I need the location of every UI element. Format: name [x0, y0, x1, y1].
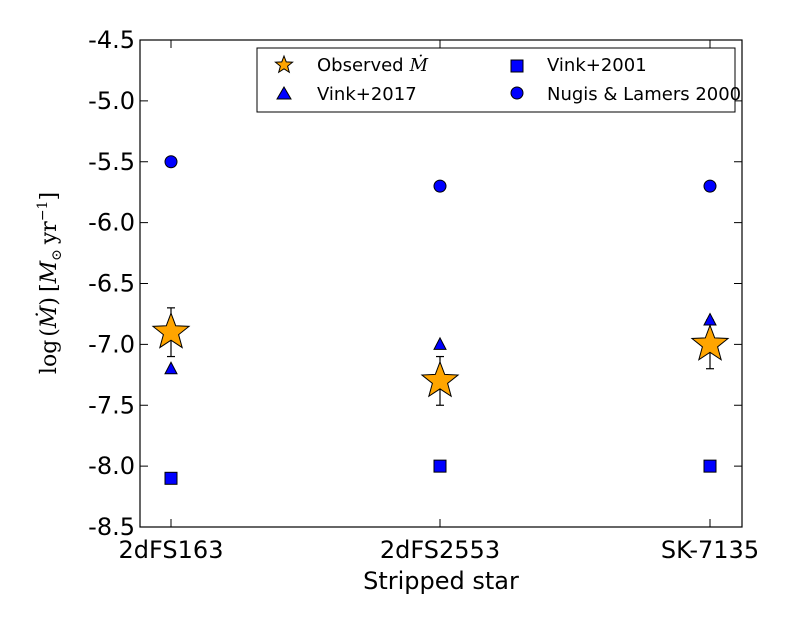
plot-frame [139, 39, 743, 528]
triangle-point [433, 336, 447, 350]
legend-entry-vink2001: Vink+2001 [510, 55, 647, 76]
axis-ticks: -4.5-5.0-5.5-6.0-6.5-7.0-7.5-8.0-8.52dFS… [88, 26, 759, 564]
square-point [433, 459, 447, 473]
ylabel-yr: yr [37, 221, 62, 245]
y-tick-label: -8.0 [88, 452, 135, 480]
ylabel-bracket-close: ] [37, 192, 62, 201]
data-markers [151, 155, 730, 485]
y-tick-label: -5.5 [88, 148, 135, 176]
legend-square-marker [510, 59, 524, 73]
legend-label-vink2001: Vink+2001 [547, 55, 647, 76]
y-tick-label: -7.5 [88, 391, 135, 419]
y-tick-label: -5.0 [88, 87, 135, 115]
triangle-point [164, 361, 178, 375]
y-tick-label: -7.0 [88, 330, 135, 358]
legend-label-observed: Observed [317, 55, 404, 76]
ylabel-msun: M [37, 260, 62, 284]
legend-entry-observed: Observed Ṁ [274, 53, 429, 76]
ylabel-exponent: −1 [35, 201, 51, 222]
circle-point [164, 155, 178, 169]
legend-label-nugis: Nugis & Lamers 2000 [547, 84, 741, 105]
error-bars [167, 307, 714, 406]
triangle-point [703, 312, 717, 326]
legend-circle-marker [510, 86, 524, 100]
legend-label-vink2017: Vink+2017 [317, 84, 417, 105]
y-axis-title: log (Ṁ) [M⊙ yr−1] [35, 192, 65, 374]
square-point [703, 459, 717, 473]
legend-frame [256, 47, 736, 113]
x-axis-title: Stripped star [363, 567, 519, 595]
y-tick-label: -6.5 [88, 270, 135, 298]
square-point [164, 471, 178, 485]
ylabel-close: ) [37, 297, 62, 306]
ylabel-mdot: Ṁ [35, 305, 62, 329]
legend-entry-nugis: Nugis & Lamers 2000 [510, 84, 741, 105]
x-tick-label: 2dFS2553 [380, 536, 500, 564]
legend-entry-vink2017: Vink+2017 [276, 84, 417, 105]
y-tick-label: -8.5 [88, 513, 135, 541]
svg-text:log(Ṁ)[M⊙yr−1]: log (Ṁ) [M⊙ yr−1] [35, 192, 65, 374]
legend: Observed Ṁ Vink+2017 Vink+2001 Nugis & La… [256, 47, 741, 113]
x-tick-label: 2dFS163 [119, 536, 224, 564]
ylabel-open: ( [37, 328, 62, 337]
y-tick-label: -6.0 [88, 209, 135, 237]
x-tick-label: SK-7135 [661, 536, 759, 564]
circle-point [703, 179, 717, 193]
star-point [420, 360, 460, 398]
star-point [151, 311, 191, 349]
ylabel-sun-symbol: ⊙ [49, 249, 65, 261]
ylabel-log: log [37, 340, 62, 374]
legend-label-observed-math: Ṁ [409, 53, 429, 76]
y-tick-label: -4.5 [88, 26, 135, 54]
circle-point [433, 179, 447, 193]
star-point [690, 323, 730, 361]
legend-star-marker [274, 54, 294, 74]
legend-triangle-marker [276, 86, 292, 100]
ylabel-bracket-open: [ [37, 283, 62, 292]
